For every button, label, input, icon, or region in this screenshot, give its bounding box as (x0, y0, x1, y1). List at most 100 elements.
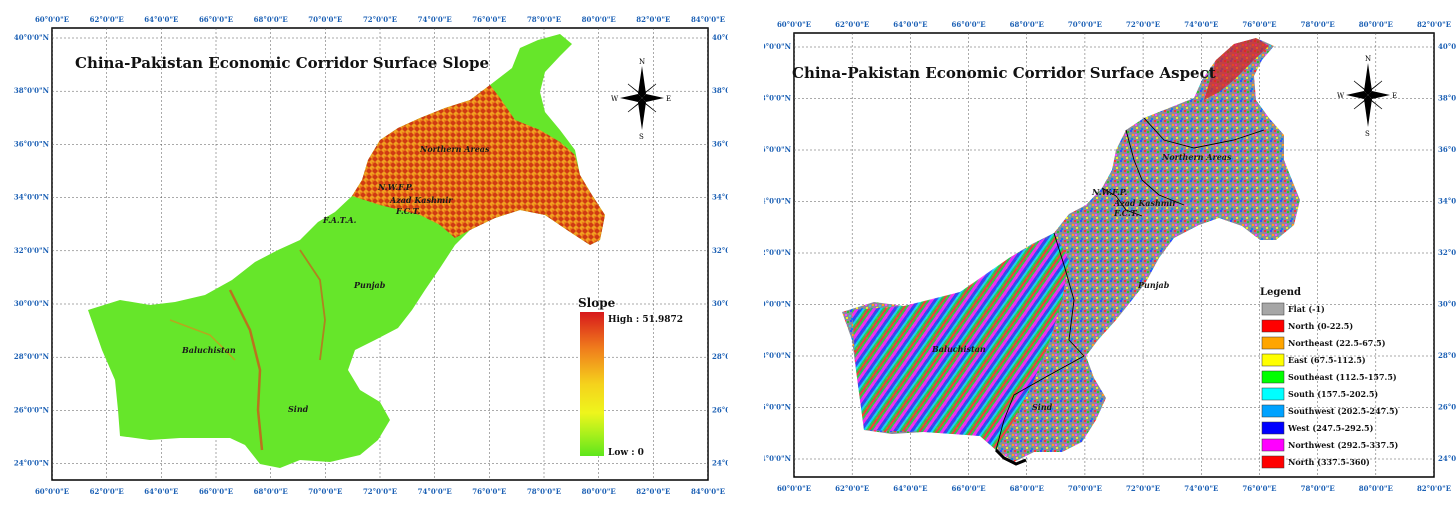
y-tick-left: 38°0'0"N (14, 86, 50, 95)
region-label-azad-kashmir: Azad Kashmir (1113, 198, 1177, 208)
y-tick-left: 26°0'0"N (14, 405, 50, 414)
x-tick-bottom: 68°0'0"E (254, 487, 288, 496)
y-tick-right: 30°0'0"N (1438, 300, 1456, 309)
coordinate-ticks: 60°0'0"E 60°0'0"E 62°0'0"E 62°0'0"E 64°0'0"E… (14, 15, 739, 496)
x-tick-top: 60°0'0"E (777, 20, 811, 29)
x-tick-top: 64°0'0"E (893, 20, 927, 29)
x-tick-top: 74°0'0"E (418, 15, 452, 24)
y-tick-left: 40°0'0"N (14, 33, 50, 42)
y-tick-left: 24°0'0"N (14, 459, 50, 468)
x-tick-bottom: 76°0'0"E (472, 487, 506, 496)
coordinate-ticks: 60°0'0"E 60°0'0"E 62°0'0"E 62°0'0"E 64°0'0"E… (756, 20, 1456, 493)
x-tick-bottom: 60°0'0"E (777, 484, 811, 493)
x-tick-bottom: 82°0'0"E (1417, 484, 1451, 493)
region-label-punjab: Punjab (1137, 280, 1170, 290)
province-boundary (1101, 187, 1143, 217)
region-label-fct: F.C.T. (1113, 208, 1139, 218)
sulaiman-ridge (299, 249, 326, 361)
karachi-coast (994, 448, 1027, 466)
province-boundary (1053, 232, 1085, 357)
y-tick-right: 28°0'0' (712, 352, 728, 361)
y-tick-right: 30°0'0' (712, 299, 728, 308)
northern-rugged-terrain (352, 85, 605, 245)
legend-label: West (247.5-292.5) (1287, 423, 1374, 433)
x-tick-top: 60°0'0"E (35, 15, 69, 24)
legend-swatch (1261, 421, 1285, 435)
x-tick-bottom: 70°0'0"E (308, 487, 342, 496)
x-tick-bottom: 82°0'0"E (636, 487, 670, 496)
x-tick-top: 68°0'0"E (254, 15, 288, 24)
x-tick-bottom: 80°0'0"E (1359, 484, 1393, 493)
region-label-sind: Sind (288, 404, 309, 414)
y-tick-right: 28°0'0"N (1438, 351, 1456, 360)
y-tick-right: 32°0'0"N (1438, 248, 1456, 257)
legend-label: Southeast (112.5-157.5) (1288, 372, 1397, 382)
x-tick-bottom: 84°0'0"E (691, 487, 725, 496)
x-tick-top: 80°0'0"E (582, 15, 616, 24)
region-label-baluchistan: Baluchistan (181, 345, 236, 355)
north-arrow-icon: N S E W (611, 58, 671, 141)
x-tick-bottom: 62°0'0"E (835, 484, 869, 493)
legend-swatch (1261, 302, 1285, 316)
region-label-sind: Sind (1032, 402, 1053, 412)
y-tick-left: 26°0'0"N (764, 403, 792, 412)
y-tick-right: 34°0'0"N (1438, 197, 1456, 206)
region-label-northern-areas: Northern Areas (1161, 152, 1232, 162)
slope-map-svg: China-Pakistan Economic Corridor Surface… (14, 15, 739, 496)
compass-n: N (639, 58, 645, 66)
y-tick-left: 36°0'0"N (764, 145, 792, 154)
north-arrow-icon: N S E W (1337, 55, 1397, 138)
province-boundary (1125, 129, 1185, 206)
legend-swatch (1261, 353, 1285, 367)
y-tick-left: 34°0'0"N (764, 197, 792, 206)
y-tick-left: 34°0'0"N (14, 193, 50, 202)
x-tick-top: 72°0'0"E (1126, 20, 1160, 29)
x-tick-bottom: 64°0'0"E (893, 484, 927, 493)
x-tick-top: 78°0'0"E (1301, 20, 1335, 29)
x-tick-bottom: 72°0'0"E (363, 487, 397, 496)
x-tick-bottom: 60°0'0"E (35, 487, 69, 496)
legend-label: South (157.5-202.5) (1288, 389, 1378, 399)
legend-label: East (67.5-112.5) (1288, 355, 1366, 365)
x-tick-top: 62°0'0"E (835, 20, 869, 29)
x-tick-top: 78°0'0"E (527, 15, 561, 24)
y-tick-right: 24°0'0' (712, 459, 728, 468)
slope-legend-high: High : 51.9872 (608, 315, 683, 325)
compass-s: S (1365, 130, 1370, 138)
region-label-northern-areas: Northern Areas (419, 144, 490, 154)
x-tick-bottom: 72°0'0"E (1126, 484, 1160, 493)
legend-label: Southwest (202.5-247.5) (1288, 406, 1399, 416)
makran-ridge (169, 319, 236, 361)
x-tick-bottom: 74°0'0"E (1184, 484, 1218, 493)
y-tick-right: 24°0'0"N (1438, 454, 1456, 463)
compass-n: N (1365, 55, 1371, 63)
region-label-azad-kashmir: Azad Kashmir (389, 195, 453, 205)
baluchistan-ridges (852, 233, 1069, 450)
y-tick-left: 36°0'0"N (14, 139, 50, 148)
slope-map-panel: China-Pakistan Economic Corridor Surface… (0, 0, 739, 506)
y-tick-left: 30°0'0"N (14, 299, 50, 308)
northern-red-area (1204, 38, 1269, 100)
legend-swatch (1261, 387, 1285, 401)
legend-swatch (1261, 438, 1285, 452)
y-tick-left: 24°0'0"N (764, 454, 792, 463)
x-tick-top: 66°0'0"E (199, 15, 233, 24)
compass-e: E (666, 95, 671, 103)
x-tick-top: 70°0'0"E (1068, 20, 1102, 29)
x-tick-top: 80°0'0"E (1359, 20, 1393, 29)
legend-label: Flat (-1) (1288, 304, 1325, 314)
region-label-fct: F.C.T. (395, 206, 421, 216)
x-tick-top: 76°0'0"E (1242, 20, 1276, 29)
legend-label: North (0-22.5) (1288, 321, 1353, 331)
y-tick-left: 38°0'0"N (764, 94, 792, 103)
west-ridges (228, 289, 264, 451)
y-tick-left: 28°0'0"N (764, 351, 792, 360)
legend-swatch (1261, 336, 1285, 350)
legend-label: Northwest (292.5-337.5) (1288, 440, 1399, 450)
legend-swatch (1261, 370, 1285, 384)
region-label-fata: F.A.T.A. (322, 215, 357, 225)
region-label-nwfp: N.W.F.P. (377, 182, 413, 192)
compass-w: W (611, 95, 619, 103)
y-tick-left: 40°0'0"N (764, 42, 792, 51)
y-tick-right: 26°0'0' (712, 405, 728, 414)
